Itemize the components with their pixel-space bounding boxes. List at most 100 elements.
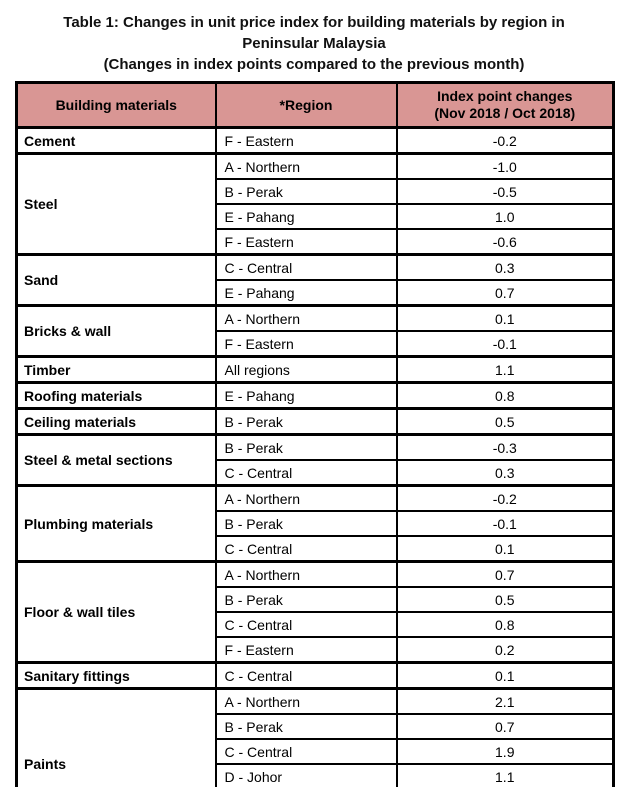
table-row: Bricks & wall A - Northern 0.1 (15, 304, 615, 358)
material-cell: Steel (15, 152, 217, 256)
region-cell: D - Johor (214, 763, 398, 787)
title-line-3: (Changes in index points compared to the… (103, 56, 525, 73)
material-cell: Sanitary fittings (15, 661, 217, 690)
region-cell: A - Northern (214, 152, 398, 180)
region-cell: C - Central (214, 661, 398, 690)
index-change-cell: -0.1 (395, 330, 615, 358)
index-change-cell: 1.9 (395, 738, 615, 765)
region-cell: A - Northern (214, 304, 398, 332)
table-title: Table 1: Changes in unit price index for… (0, 12, 628, 75)
index-change-cell: 0.3 (395, 253, 615, 281)
col-header-region: *Region (214, 81, 398, 129)
region-cell: F - Eastern (214, 636, 398, 664)
table-body: Cement F - Eastern -0.2 Steel A - Northern -1… (15, 126, 615, 787)
table-row: C - Central 0.1 (17, 535, 615, 563)
table-row: Sand C - Central 0.3 (15, 253, 615, 307)
table-row: Steel A - Northern -1.0 (15, 152, 615, 256)
table-row: C - Central 1.9 (17, 738, 615, 765)
region-cell: F - Eastern (214, 330, 398, 358)
index-change-cell: 0.2 (395, 636, 615, 664)
table-row: Floor & wall tiles A - Northern 0.7 (15, 560, 615, 664)
table-row: B - Perak -0.5 (17, 178, 615, 205)
index-change-cell: -0.2 (395, 126, 615, 155)
index-change-cell: 0.8 (395, 611, 615, 638)
material-cell: Steel & metal sections (15, 433, 217, 487)
index-change-cell: 0.1 (395, 535, 615, 563)
title-line-2: Peninsular Malaysia (242, 35, 386, 52)
index-change-cell: -0.3 (395, 433, 615, 461)
index-change-cell: 2.1 (395, 687, 615, 715)
index-change-cell: 0.3 (395, 459, 615, 487)
table-row: Cement F - Eastern -0.2 (15, 126, 615, 155)
table-row: Plumbing materials A - Northern -0.2 (15, 484, 615, 563)
material-cell: Bricks & wall (15, 304, 217, 358)
index-change-cell: 0.5 (395, 586, 615, 613)
material-cell: Plumbing materials (15, 484, 217, 563)
table-row: D - Johor 1.1 (17, 763, 615, 787)
index-change-cell: -1.0 (395, 152, 615, 180)
table-row: Ceiling materials B - Perak 0.5 (15, 407, 615, 436)
col-header-index-line2: (Nov 2018 / Oct 2018) (434, 105, 576, 121)
index-change-cell: 0.8 (395, 381, 615, 410)
material-cell: Timber (15, 355, 217, 384)
table-row: B - Perak 0.5 (17, 586, 615, 613)
table-row: F - Eastern -0.6 (17, 228, 615, 256)
material-cell: Paints (15, 687, 217, 787)
region-cell: A - Northern (214, 560, 398, 588)
index-change-cell: 0.7 (395, 560, 615, 588)
region-cell: B - Perak (214, 178, 398, 205)
table-row: Paints A - Northern 2.1 (15, 687, 615, 787)
table-row: E - Pahang 1.0 (17, 203, 615, 230)
region-cell: B - Perak (214, 510, 398, 537)
region-cell: F - Eastern (214, 126, 398, 155)
material-cell: Ceiling materials (15, 407, 217, 436)
table-row: C - Central 0.8 (17, 611, 615, 638)
index-change-cell: 0.7 (395, 713, 615, 740)
table-row: F - Eastern 0.2 (17, 636, 615, 664)
region-cell: C - Central (214, 611, 398, 638)
table-row: Sanitary fittings C - Central 0.1 (15, 661, 615, 690)
index-change-cell: 1.0 (395, 203, 615, 230)
region-cell: A - Northern (214, 484, 398, 512)
table-row: Steel & metal sections B - Perak -0.3 (15, 433, 615, 487)
index-change-cell: -0.1 (395, 510, 615, 537)
index-change-cell: -0.5 (395, 178, 615, 205)
region-cell: C - Central (214, 535, 398, 563)
table-row: B - Perak 0.7 (17, 713, 615, 740)
materials-table: Building materials *Region Index point c… (15, 81, 615, 787)
col-header-building-materials: Building materials (15, 81, 217, 129)
region-cell: C - Central (214, 459, 398, 487)
region-cell: All regions (214, 355, 398, 384)
table-row: B - Perak -0.1 (17, 510, 615, 537)
region-cell: E - Pahang (214, 279, 398, 307)
material-cell: Roofing materials (15, 381, 217, 410)
region-cell: A - Northern (214, 687, 398, 715)
table-row: Timber All regions 1.1 (15, 355, 615, 384)
region-cell: C - Central (214, 253, 398, 281)
region-cell: B - Perak (214, 433, 398, 461)
region-cell: E - Pahang (214, 203, 398, 230)
region-cell: B - Perak (214, 407, 398, 436)
col-header-index-point-changes: Index point changes (Nov 2018 / Oct 2018… (395, 81, 615, 129)
index-change-cell: 1.1 (395, 763, 615, 787)
index-change-cell: 0.5 (395, 407, 615, 436)
region-cell: B - Perak (214, 586, 398, 613)
table-row: E - Pahang 0.7 (17, 279, 615, 307)
material-cell: Floor & wall tiles (15, 560, 217, 664)
index-change-cell: -0.6 (395, 228, 615, 256)
col-header-index-line1: Index point changes (437, 88, 573, 104)
region-cell: E - Pahang (214, 381, 398, 410)
index-change-cell: 0.1 (395, 661, 615, 690)
table-row: Roofing materials E - Pahang 0.8 (15, 381, 615, 410)
index-change-cell: -0.2 (395, 484, 615, 512)
index-change-cell: 1.1 (395, 355, 615, 384)
material-cell: Cement (15, 126, 217, 155)
index-change-cell: 0.1 (395, 304, 615, 332)
region-cell: F - Eastern (214, 228, 398, 256)
table-row: F - Eastern -0.1 (17, 330, 615, 358)
region-cell: B - Perak (214, 713, 398, 740)
region-cell: C - Central (214, 738, 398, 765)
header-row: Building materials *Region Index point c… (15, 81, 615, 129)
material-cell: Sand (15, 253, 217, 307)
